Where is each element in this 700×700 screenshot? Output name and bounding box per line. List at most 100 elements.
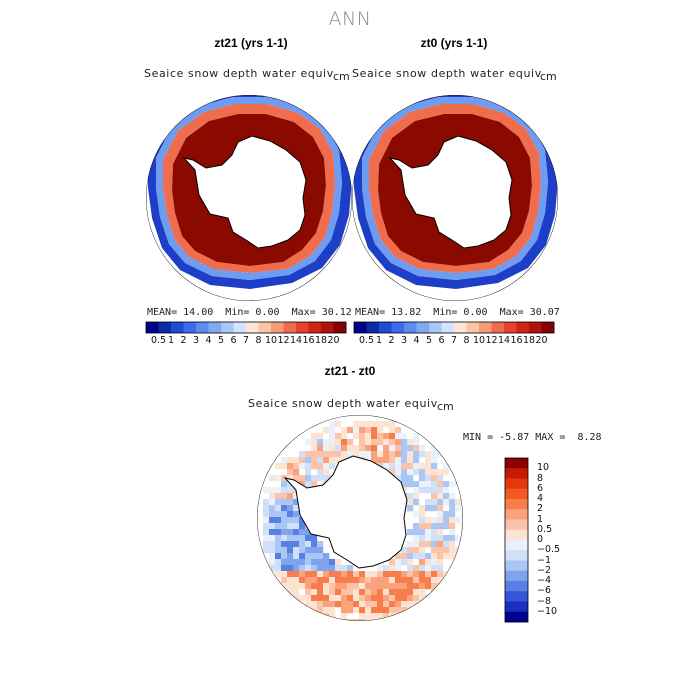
difference-cell <box>443 469 450 476</box>
difference-cell <box>389 433 396 440</box>
difference-cell <box>413 451 420 458</box>
difference-cell <box>341 439 348 446</box>
colorbar-swatch <box>429 322 442 333</box>
colorbar-tick-label: 4 <box>537 493 544 504</box>
difference-cell <box>431 445 438 452</box>
difference-cell <box>383 445 390 452</box>
difference-cell <box>425 577 432 584</box>
difference-cell <box>431 541 438 548</box>
difference-cell <box>287 559 294 566</box>
difference-cell <box>269 493 276 500</box>
difference-cell <box>425 529 432 536</box>
difference-cell <box>449 541 456 548</box>
difference-cell <box>281 517 288 524</box>
difference-cell <box>425 517 432 524</box>
difference-cell <box>299 463 306 470</box>
difference-title: zt21 - zt0 <box>324 364 376 378</box>
difference-cell <box>413 445 420 452</box>
colorbar-tick-label: 4 <box>413 335 420 346</box>
difference-cell <box>431 577 438 584</box>
difference-cell <box>359 445 366 452</box>
difference-cell <box>431 523 438 530</box>
difference-cell <box>455 517 462 524</box>
difference-cell <box>419 451 426 458</box>
difference-cell <box>395 613 402 620</box>
difference-cell <box>299 517 306 524</box>
difference-cell <box>371 421 378 428</box>
difference-cell <box>281 553 288 560</box>
difference-cell <box>455 547 462 554</box>
colorbar-tick-label: 5 <box>425 335 433 346</box>
difference-cell <box>305 583 312 590</box>
difference-cell <box>365 619 372 621</box>
difference-cell <box>347 595 354 602</box>
colorbar-tick-label: 7 <box>242 335 250 346</box>
difference-cell <box>359 421 366 428</box>
difference-cell <box>371 589 378 596</box>
difference-cell <box>317 463 324 470</box>
difference-cell <box>323 451 330 458</box>
difference-cell <box>281 529 288 536</box>
difference-cell <box>455 535 462 542</box>
difference-cell <box>365 589 372 596</box>
difference-cell <box>425 553 432 560</box>
difference-cell <box>365 439 372 446</box>
difference-cell <box>449 547 456 554</box>
difference-cell <box>449 535 456 542</box>
difference-cell <box>395 559 402 566</box>
difference-cell <box>425 481 432 488</box>
difference-cell <box>305 481 312 488</box>
difference-cell <box>443 481 450 488</box>
difference-cell <box>323 559 330 566</box>
difference-cell <box>311 463 318 470</box>
difference-cell <box>275 535 282 542</box>
difference-cell <box>329 439 336 446</box>
difference-cell <box>275 559 282 566</box>
difference-cell <box>383 613 390 620</box>
difference-cell <box>347 427 354 434</box>
difference-cell <box>269 505 276 512</box>
difference-cell <box>377 571 384 578</box>
colorbar-tick-label: 6 <box>438 335 445 346</box>
difference-cell <box>407 475 414 482</box>
difference-cell <box>287 553 294 560</box>
difference-cell <box>359 577 366 584</box>
colorbar-swatch <box>479 322 492 333</box>
difference-cell <box>383 577 390 584</box>
colorbar-tick-label: −1 <box>537 554 552 566</box>
difference-cell <box>335 451 342 458</box>
difference-cell <box>437 523 444 530</box>
difference-cell <box>419 541 426 548</box>
difference-cell <box>317 475 324 482</box>
difference-cell <box>287 463 294 470</box>
difference-cell <box>275 541 282 548</box>
colorbar-tick-label: −8 <box>537 595 552 607</box>
colorbar-swatch <box>516 322 530 333</box>
difference-cell <box>311 547 318 554</box>
difference-cell <box>401 439 408 446</box>
difference-cell <box>329 589 336 596</box>
difference-cell <box>413 583 420 590</box>
difference-cell <box>389 451 396 458</box>
colorbar-swatch <box>505 581 528 592</box>
difference-cell <box>377 451 384 458</box>
difference-cell <box>317 583 324 590</box>
difference-cell <box>419 469 426 476</box>
colorbar-tick-label: 20 <box>535 335 548 346</box>
difference-cell <box>407 451 414 458</box>
colorbar-swatch <box>505 570 528 582</box>
difference-cell <box>431 487 438 494</box>
difference-cell <box>293 499 300 506</box>
difference-cell <box>449 505 456 512</box>
difference-cell <box>311 553 318 560</box>
colorbar-tick-label: 10 <box>264 335 278 346</box>
difference-cell <box>389 457 396 464</box>
difference-cell <box>431 553 438 560</box>
difference-cell <box>395 583 402 590</box>
difference-cell <box>437 511 444 518</box>
difference-cell <box>281 523 288 530</box>
difference-cell <box>377 601 384 608</box>
difference-cell <box>323 589 330 596</box>
colorbar-swatch <box>208 322 222 333</box>
difference-cell <box>305 463 312 470</box>
